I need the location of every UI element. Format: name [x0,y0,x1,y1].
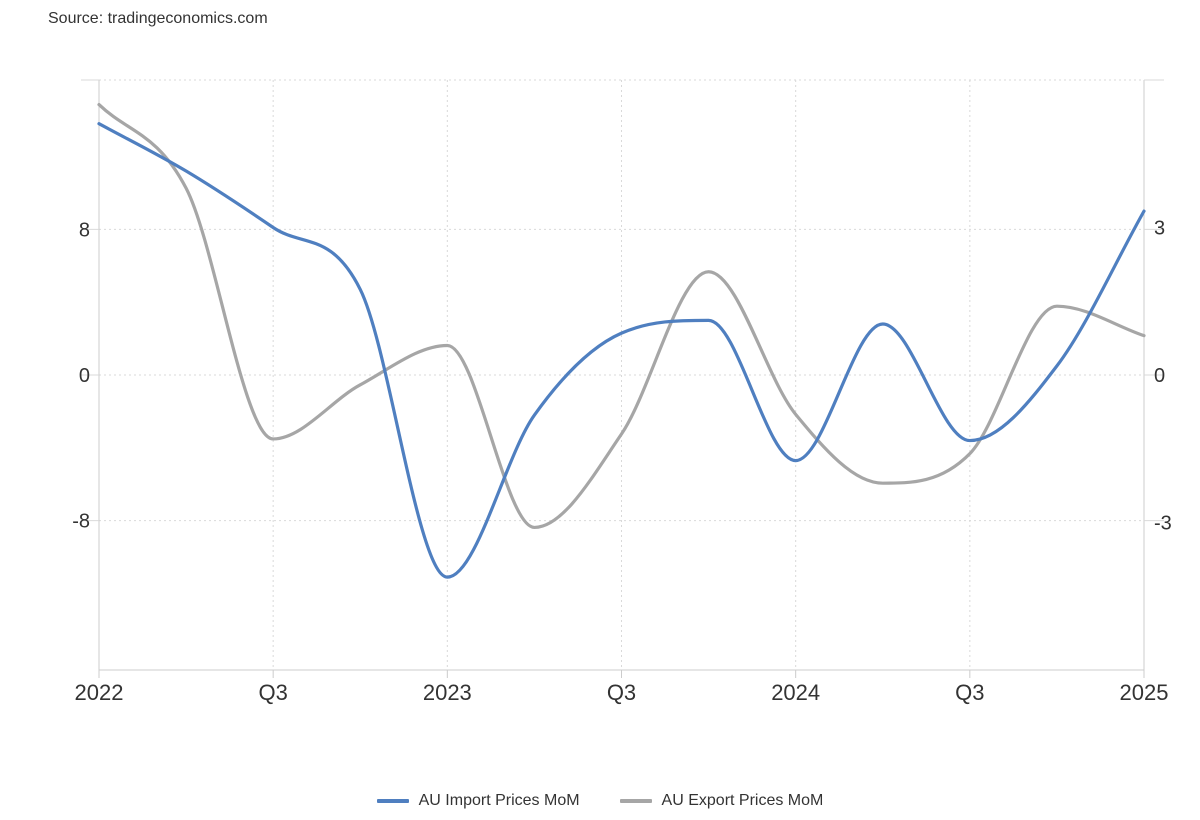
line-chart: 8 0 -8 3 0 -3 2022 Q3 2023 Q3 2024 Q3 2025 [72,79,1172,706]
legend-item-import[interactable]: AU Import Prices MoM [376,792,580,810]
axis-layer [81,79,1164,678]
x-tick-label: Q3 [258,680,287,705]
y-left-tick-label: 8 [79,219,90,241]
legend-item-export[interactable]: AU Export Prices MoM [619,792,824,810]
y-right-tick-label: 3 [1154,218,1165,240]
x-tick-label: Q3 [607,680,636,705]
grid-layer [99,79,1144,670]
y-right-tick-label: 0 [1154,365,1165,387]
x-tick-label: 2024 [771,680,820,705]
legend-swatch-import [376,799,409,803]
x-tick-label: 2022 [75,680,124,705]
chart-source: Source: tradingeconomics.com [48,10,268,27]
legend-swatch-export [619,799,652,803]
legend-label-export: AU Export Prices MoM [661,792,824,809]
y-left-tick-label: 0 [79,365,90,387]
x-tick-label: 2025 [1120,680,1169,705]
series-line-export[interactable] [97,102,1146,530]
x-tick-label: 2023 [423,680,472,705]
series-line-import[interactable] [97,122,1146,579]
chart-legend: AU Import Prices MoM AU Export Prices Mo… [0,792,1200,810]
x-tick-label: Q3 [955,680,984,705]
y-left-tick-label: -8 [72,511,90,533]
legend-label-import: AU Import Prices MoM [418,792,580,809]
y-right-tick-label: -3 [1154,513,1172,535]
label-layer: 8 0 -8 3 0 -3 2022 Q3 2023 Q3 2024 Q3 2025 [72,218,1172,706]
series-layer [97,102,1146,579]
